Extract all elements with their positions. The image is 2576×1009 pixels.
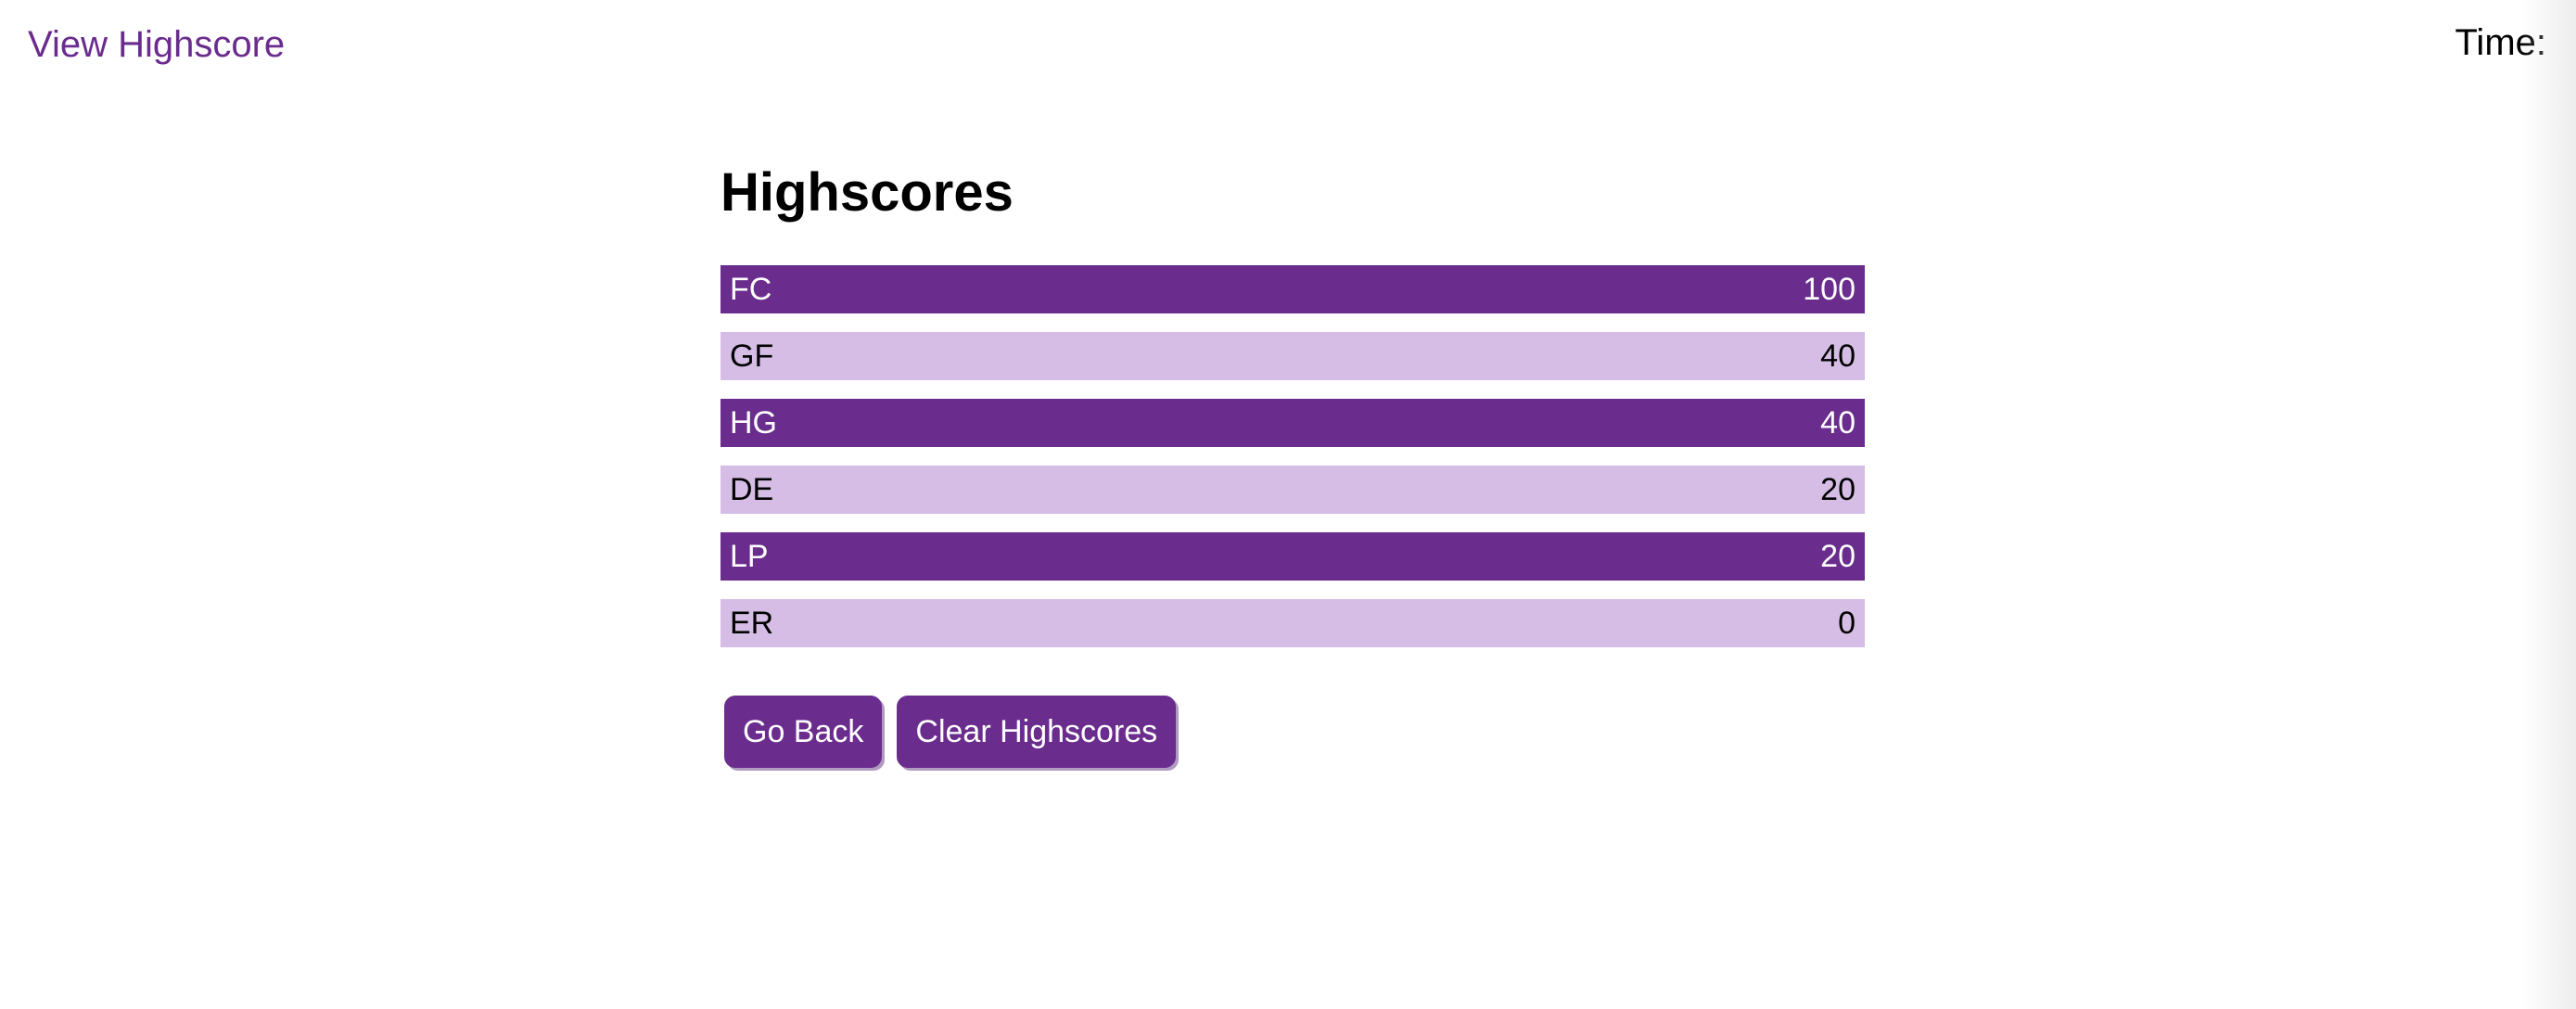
score-value: 20 — [1820, 538, 1855, 574]
highscore-row: GF 40 — [721, 332, 1865, 380]
score-initials: LP — [730, 538, 769, 574]
go-back-button[interactable]: Go Back — [724, 696, 883, 768]
score-initials: HG — [730, 404, 777, 441]
highscore-list: FC 100 GF 40 HG 40 DE 20 LP 20 ER 0 — [721, 265, 1865, 647]
highscore-row: LP 20 — [721, 532, 1865, 581]
highscore-row: HG 40 — [721, 399, 1865, 447]
window-edge-shadow — [2520, 0, 2576, 1009]
score-initials: ER — [730, 605, 774, 641]
score-initials: DE — [730, 471, 774, 507]
clear-highscores-button[interactable]: Clear Highscores — [897, 696, 1177, 768]
highscore-row: FC 100 — [721, 265, 1865, 313]
page-title: Highscores — [721, 162, 1014, 223]
score-value: 40 — [1820, 404, 1855, 441]
action-buttons: Go Back Clear Highscores — [721, 696, 1865, 768]
highscores-panel: Highscores FC 100 GF 40 HG 40 DE 20 LP 2… — [721, 160, 1865, 768]
highscore-row: ER 0 — [721, 599, 1865, 647]
score-value: 20 — [1820, 471, 1855, 507]
score-value: 0 — [1838, 605, 1855, 641]
highscore-row: DE 20 — [721, 466, 1865, 514]
score-value: 100 — [1803, 271, 1855, 307]
score-value: 40 — [1820, 338, 1855, 374]
score-initials: FC — [730, 271, 772, 307]
score-initials: GF — [730, 338, 774, 374]
view-highscore-link[interactable]: View Highscore — [28, 24, 286, 65]
